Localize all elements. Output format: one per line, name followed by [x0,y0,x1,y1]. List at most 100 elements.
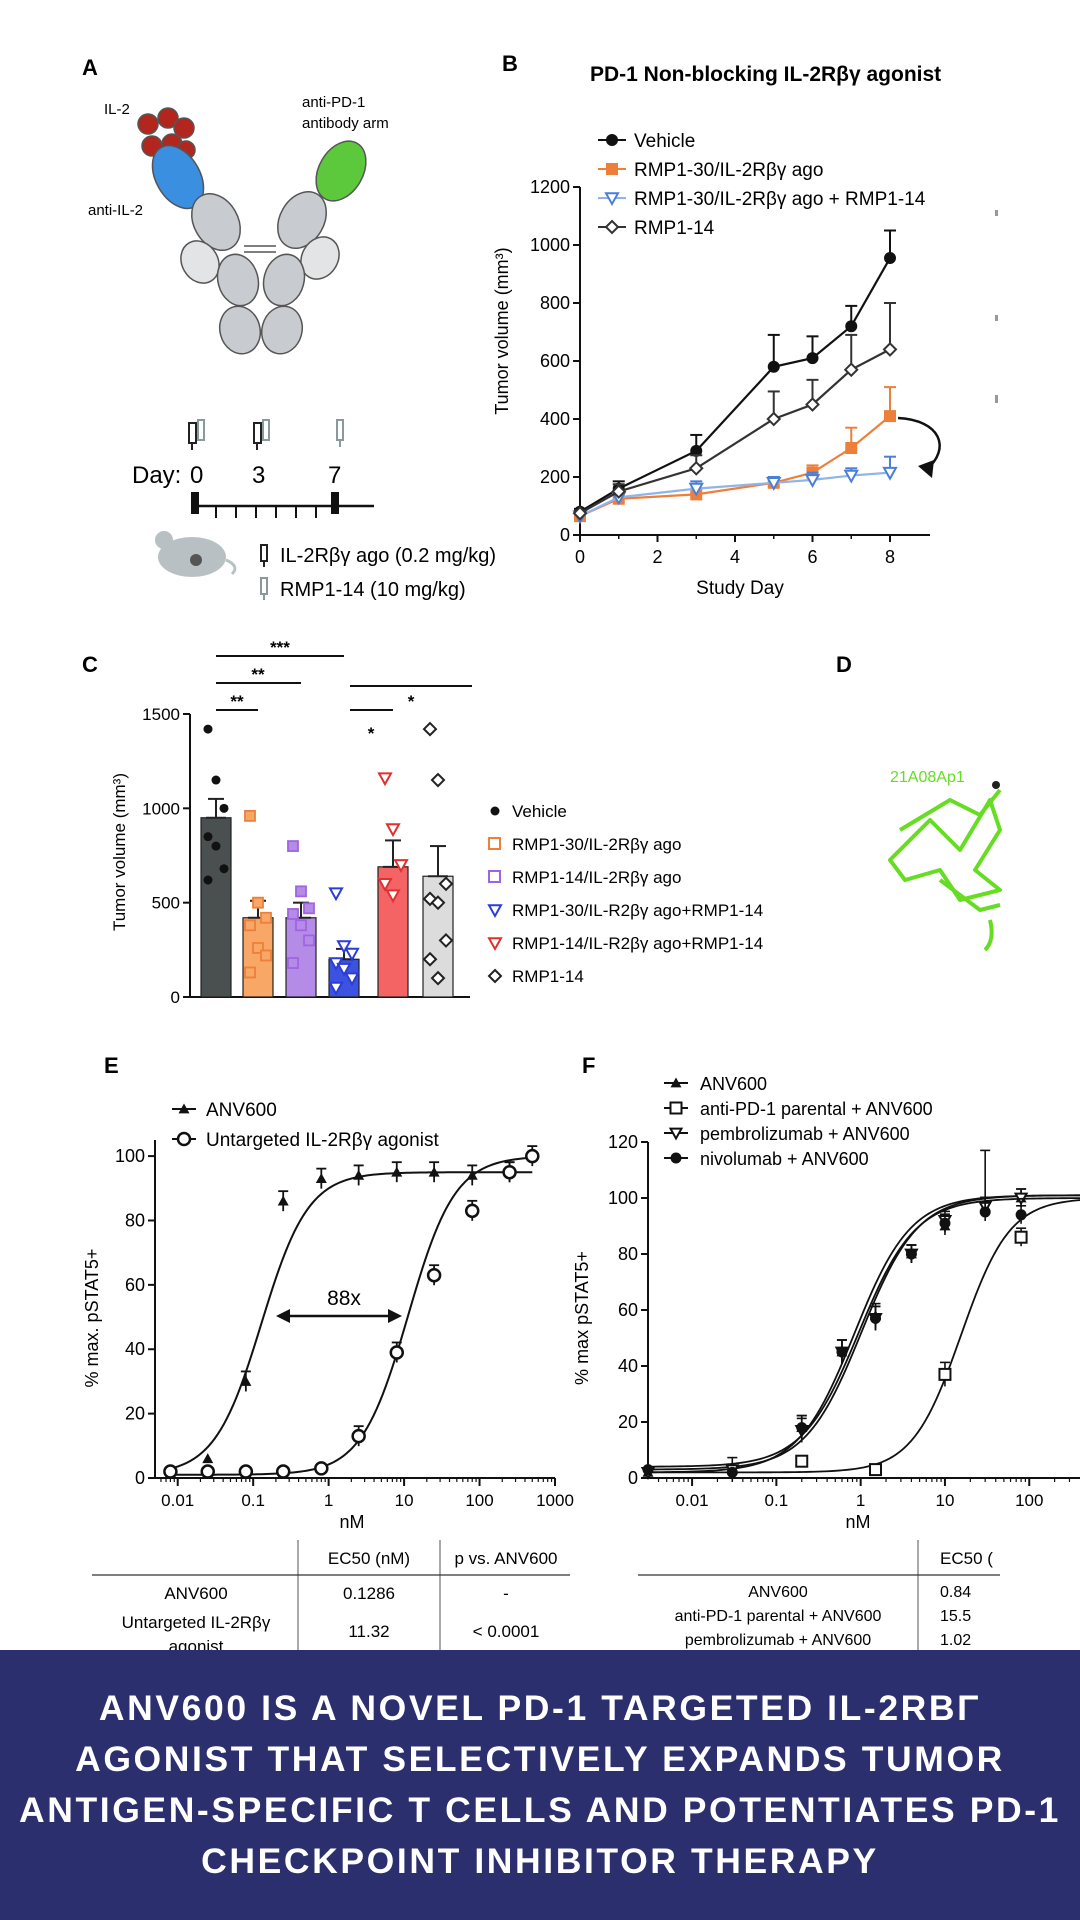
chart-c: 0 500 1000 1500 Vehicle RMP1-30/IL-2Rβγ ago RM… [142,705,763,1007]
data-point [314,1461,329,1476]
data-point [328,887,344,902]
data-point [938,1367,952,1381]
data-point [353,1169,365,1180]
y-tick-label: 20 [618,1412,638,1432]
mouse-icon [155,531,237,577]
x-tick-label: 100 [465,1491,493,1510]
panel-e: E 0 20 40 60 80 100 0.01 0.1 1 10 100 1000 ANV600 Unt… [82,1053,574,1532]
legend-marker [669,1101,683,1115]
data-point [845,442,858,454]
fit-curve [647,1194,1080,1471]
legend-label: RMP1-14 [512,967,584,986]
day-0: 0 [190,462,203,489]
chart-b-ylabel: Tumor volume (mm³) [492,247,512,414]
data-point [315,1173,327,1184]
data-point [219,803,229,813]
data-point [328,981,344,996]
y-tick-label: 20 [125,1404,145,1424]
data-point [939,1217,951,1229]
legend-label: anti-PD-1 parental + ANV600 [700,1099,933,1119]
data-point [688,482,704,497]
data-point [426,1267,442,1283]
fit-curve [166,1156,533,1476]
data-point [238,1464,254,1479]
x-tick-label: 0.1 [241,1491,265,1510]
data-point [422,951,438,967]
data-point [430,895,446,911]
data-point [244,919,256,932]
data-point [690,444,703,457]
series-line [579,257,891,513]
legend-label: RMP1-30/IL-2Rβγ ago [512,835,681,854]
day-7: 7 [328,462,341,489]
y-tick-label: 0 [628,1468,638,1488]
y-tick-label: 60 [125,1275,145,1295]
data-point [219,864,229,874]
x-tick-label: 0.01 [161,1491,194,1510]
il2-label: IL-2 [104,101,130,118]
data-point [295,919,307,932]
chart-b-xlabel: Study Day [696,578,784,599]
sig-label: ** [251,665,265,684]
data-point [202,1453,214,1464]
anti-pd1-domain-icon [315,140,367,202]
y-tick-label: 0 [171,988,180,1007]
data-point [642,1464,654,1476]
significance-brackets [216,655,472,711]
day-3: 3 [252,462,265,489]
chart-e-ylabel: % max. pSTAT5+ [82,1249,102,1388]
data-point [870,1312,882,1324]
data-point [385,823,401,838]
figure: A IL-2 anti-IL-2 anti-PD-1 antibody arm … [82,51,1080,1650]
anti-pd1-label: anti-PD-1 [302,94,365,111]
y-tick-label: 80 [125,1210,145,1230]
x-tick-label: 10 [935,1491,954,1510]
y-tick-label: 1000 [530,235,570,255]
y-tick-label: 800 [540,293,570,313]
chart-f-xlabel: nM [845,1512,870,1532]
legend-label: Vehicle [512,802,567,821]
data-point [845,320,858,333]
data-point [611,484,627,499]
table-f: EC50 ( ANV600 0.84 anti-PD-1 parental + … [638,1540,1000,1650]
panel-letter-f: F [582,1053,595,1078]
legend-label: ANV600 [700,1074,767,1094]
data-point [796,1422,808,1434]
data-point [767,360,780,373]
sig-label: * [408,692,415,711]
data-point [905,1248,917,1260]
table-f-row-name: anti-PD-1 parental + ANV600 [675,1608,882,1625]
y-tick-label: 40 [125,1339,145,1359]
fold-arrow-head-right [388,1309,402,1323]
data-point [389,1345,405,1360]
panel-d: D 21A08Ap1 [836,652,1002,952]
legend-marker [176,1131,192,1147]
data-point [502,1164,517,1180]
data-point [836,1346,848,1358]
data-point [377,878,393,892]
table-f-header-ec50: EC50 ( [940,1549,993,1568]
data-point [393,859,409,873]
table-e: EC50 (nM) p vs. ANV600 ANV600 0.1286 - U… [92,1540,570,1650]
legend-marker [604,219,620,235]
legend-label: RMP1-14/IL-2Rβγ ago [512,868,681,887]
data-point [766,411,782,427]
legend-marker [490,806,500,816]
data-point [344,947,360,962]
panel-a: A IL-2 anti-IL-2 anti-PD-1 antibody arm … [82,55,496,601]
panel-b: B PD-1 Non-blocking IL-2Rβγ agonist 0200… [492,51,998,599]
table-e-row-ec50: 0.1286 [343,1584,395,1603]
panel-f: F 0 20 40 60 80 100 120 0.01 0.1 1 10 100 ANV600 anti… [572,1053,1080,1532]
legend-label: RMP1-14/IL-R2βγ ago+RMP1-14 [512,934,763,953]
legend-label: RMP1-30/IL-R2βγ ago+RMP1-14 [512,901,763,920]
panel-c: C 0 500 1000 1500 Vehicle RMP1-30/IL-2Rβγ ago… [82,638,763,1007]
data-point [438,932,454,948]
data-point [1014,1230,1028,1244]
data-point [377,772,393,787]
y-tick-label: 500 [152,894,180,913]
sig-label: * [368,724,375,743]
data-point [438,876,454,892]
data-point [303,902,315,915]
legend-marker [487,904,503,919]
data-point [163,1464,178,1479]
